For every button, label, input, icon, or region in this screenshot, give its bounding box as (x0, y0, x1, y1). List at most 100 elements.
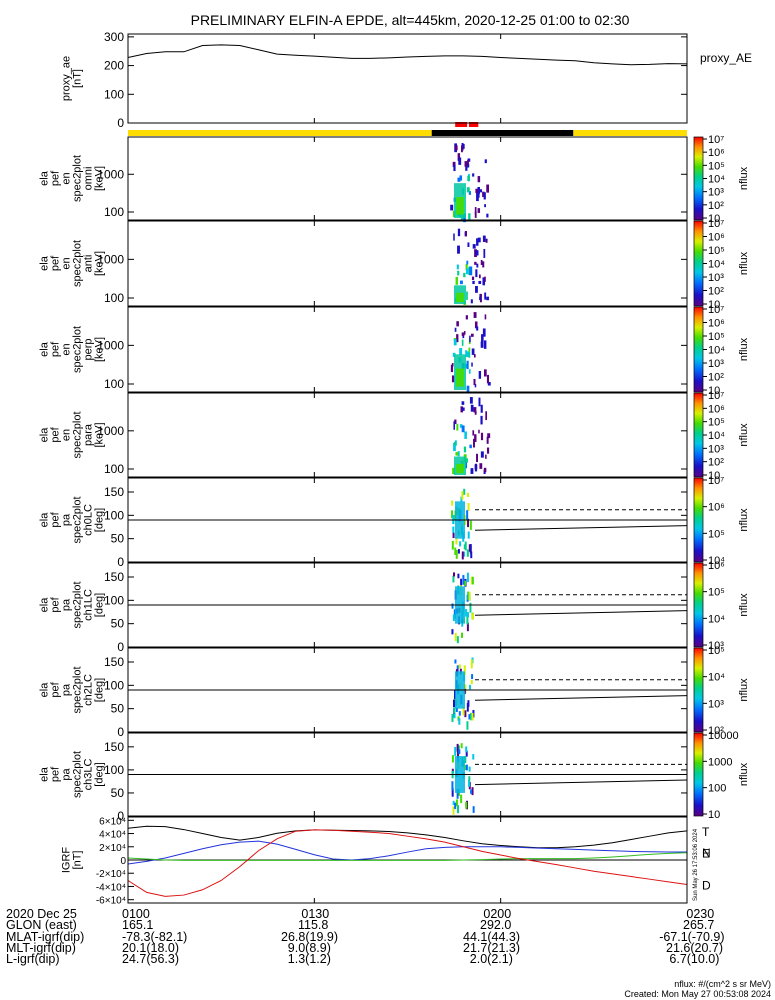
spectrogram-pixel (472, 280, 475, 285)
spectrogram-pixel (486, 184, 490, 193)
spectrogram-pixel (453, 609, 456, 619)
colorbar-tick-label: 10⁶ (708, 318, 725, 330)
spectrogram-burst (451, 743, 475, 815)
antiloss-cone-line (474, 695, 688, 701)
colorbar-tick-label: 10⁵ (708, 528, 725, 540)
spectrogram-pixel (468, 776, 471, 782)
spectrogram-pixel (453, 707, 456, 714)
spectrogram-pixel (458, 718, 461, 725)
spectrogram-pixel (474, 321, 478, 329)
y-axis-label-line: pa (61, 598, 73, 611)
spectrogram-pixel (474, 261, 477, 265)
spectrogram-pixel (456, 321, 459, 327)
spectrogram-pixel (467, 591, 470, 601)
plot-timestamp: Sun May 26 17:53:06 2024 (693, 828, 699, 901)
y-tick-label: 0 (117, 725, 124, 739)
spectrogram-pixel (463, 488, 466, 495)
spectrogram-pixel (453, 442, 456, 452)
spectrogram-pixel (469, 520, 472, 530)
y-tick-label: 200 (104, 59, 124, 73)
spectrogram-pixel (468, 780, 471, 787)
footer-value: 0100 (122, 907, 150, 921)
y-axis-label-line: [keV] (94, 251, 106, 276)
antiloss-cone-line (474, 779, 688, 786)
spectrogram-pixel (474, 383, 477, 388)
spectrogram-pixel (471, 348, 475, 355)
colorbar-tick-label: 10⁶ (708, 147, 725, 159)
y-axis-label-line: pef (50, 341, 62, 357)
spectrogram-pixel (472, 173, 475, 177)
spectrogram-pixel (469, 602, 472, 613)
spectrogram-pixel (453, 713, 456, 719)
spectrogram-core (456, 368, 464, 387)
spectrogram-pixel (465, 163, 468, 171)
spectrogram-pixel (461, 145, 463, 153)
spectrogram-pixel (451, 540, 454, 550)
spectrogram-pixel (451, 787, 454, 797)
y-axis-label-line: spec2plot (72, 240, 84, 287)
spectrogram-pixel (450, 364, 454, 373)
spectrogram-pixel (458, 711, 461, 716)
colorbar-tick-label: 10⁵ (708, 645, 725, 657)
y-axis-label-line: IGRF (61, 847, 73, 874)
colorbar-label: nflux (738, 337, 750, 361)
spectrogram-pixel (476, 453, 478, 463)
spectrogram-pixel (461, 401, 465, 405)
spectrogram-burst (450, 312, 491, 393)
y-axis-label-line: en (61, 429, 73, 441)
legend-label: proxy_AE (700, 51, 752, 65)
y-tick-label: 0 (120, 856, 126, 867)
spectrogram-pixel (467, 159, 469, 166)
spectrogram-pixel (464, 541, 467, 551)
spectrogram-pixel (466, 260, 469, 265)
spectrogram-pixel (476, 326, 479, 331)
spectrogram-pixel (480, 404, 483, 413)
y-tick-label: 1000 (97, 338, 124, 352)
spectrogram-pixel (480, 451, 484, 458)
spectrogram-pixel (455, 549, 458, 559)
spectrogram-pixel (484, 314, 487, 320)
spectrogram-pixel (473, 407, 477, 413)
y-axis-label-line: ela (39, 682, 51, 698)
spectrogram-pixel (471, 674, 474, 680)
spectrogram-pixel (482, 261, 485, 268)
spectrogram-pixel (470, 551, 473, 559)
y-tick-label: 100 (104, 87, 124, 101)
colorbar-tick-label: 10² (708, 725, 724, 737)
spectrogram-pixel (454, 802, 457, 810)
spectrogram-pixel (467, 242, 470, 247)
igrf-T-line (127, 825, 688, 849)
y-axis-label-line: ela (39, 255, 51, 271)
spectrogram-pixel (456, 264, 459, 270)
y-axis-label-line: [deg] (94, 508, 106, 532)
panel-proxy_ae: 0 100 200 300 proxy_AE proxy_ae [nT] (61, 30, 753, 130)
spectrogram-pixel (452, 575, 455, 583)
y-tick-label: 0 (117, 809, 124, 823)
plot-title: PRELIMINARY ELFIN-A EPDE, alt=445km, 202… (191, 12, 630, 28)
spectrogram-pixel (465, 801, 468, 809)
spectrogram-pixel (474, 463, 478, 472)
footer-value: 2.0(2.1) (469, 952, 513, 967)
panel-frame (127, 562, 688, 648)
colorbar-tick-label: 10⁵ (708, 417, 725, 429)
igrf-D-line (127, 829, 688, 897)
spectrogram-pixel (459, 541, 462, 547)
colorbar-ch1LC: 10³ 10⁴ 10⁵ 10⁶ nflux (693, 560, 750, 652)
panel-frame (127, 33, 688, 124)
spectrogram-pixel (468, 591, 471, 601)
footer-row-label: 2020 Dec 25 (6, 907, 77, 921)
spectrogram-pixel (461, 491, 464, 500)
y-axis-label-line: [keV] (94, 166, 106, 191)
spectrogram-pixel (486, 374, 490, 384)
spectrogram-pixel (454, 659, 457, 664)
colorbar-gradient (693, 732, 704, 817)
footer-row-label: L-igrf(dip) (6, 952, 60, 967)
colorbar-label: nflux (738, 678, 750, 702)
spectrogram-pixel (461, 339, 464, 346)
panel-frame (127, 306, 688, 393)
status-bar (128, 122, 687, 136)
spectrogram-pixel (457, 177, 461, 182)
spectrogram-pixel (467, 531, 470, 539)
